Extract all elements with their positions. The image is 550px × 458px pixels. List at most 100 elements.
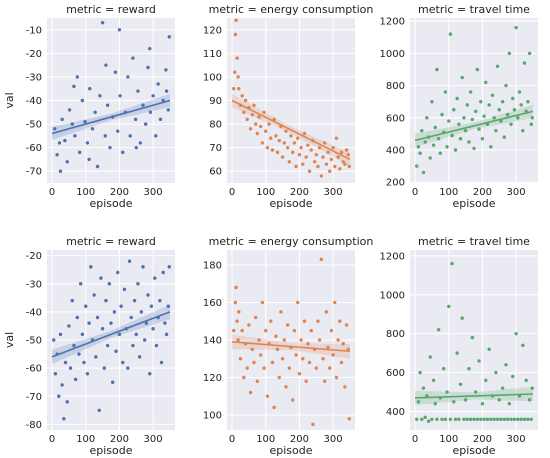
data-point [134, 332, 138, 337]
data-point [57, 394, 61, 398]
data-point [113, 70, 118, 74]
data-point [60, 383, 64, 387]
data-point [110, 380, 115, 384]
data-point [287, 160, 292, 164]
data-point [299, 338, 303, 342]
data-point [521, 343, 525, 348]
data-point [269, 136, 273, 140]
data-point [334, 375, 339, 380]
data-point [329, 157, 334, 162]
y-tick-label: 100 [203, 72, 222, 83]
y-tick-label: 1000 [380, 49, 405, 60]
x-tick-label: 200 [110, 434, 129, 445]
data-point [274, 134, 278, 138]
data-point [529, 417, 533, 421]
x-axis-label: episode [269, 444, 312, 457]
data-point [235, 319, 239, 323]
y-tick-label: -80 [26, 420, 42, 431]
data-point [116, 270, 120, 275]
data-point [85, 141, 90, 145]
data-point [336, 338, 340, 342]
data-point [77, 352, 81, 356]
data-point [95, 164, 100, 169]
data-point [339, 360, 344, 365]
y-tick-label: 120 [203, 373, 222, 384]
data-point [131, 56, 135, 60]
data-point [62, 417, 66, 421]
y-tick-label: -20 [26, 251, 42, 262]
x-tick-label: 300 [324, 187, 343, 198]
data-point [487, 347, 491, 351]
data-point [75, 315, 80, 320]
x-tick-label: 200 [290, 187, 309, 198]
data-point [301, 162, 305, 166]
data-point [475, 417, 480, 421]
facet-panel-4: 0 100 200 300 -80 -70 -60 -50 -40 -30 -20 metric = … [3, 235, 175, 457]
data-point [438, 151, 443, 155]
y-tick-label: 800 [386, 329, 405, 340]
panel-title: metric = travel time [418, 235, 530, 248]
data-point [164, 332, 169, 337]
x-tick-label: 300 [507, 434, 526, 445]
data-point [274, 334, 278, 338]
data-point [462, 116, 466, 120]
x-tick-label: 300 [507, 187, 526, 198]
data-point [148, 46, 152, 51]
data-point [477, 359, 481, 363]
data-point [116, 129, 120, 133]
data-point [452, 400, 456, 404]
data-point [82, 360, 86, 365]
data-point [436, 137, 441, 141]
data-point [304, 379, 308, 383]
data-point [307, 360, 312, 365]
data-point [341, 160, 345, 164]
data-point [131, 343, 135, 348]
data-point [99, 276, 103, 280]
data-point [504, 363, 508, 367]
data-point [63, 360, 68, 365]
data-point [137, 355, 142, 359]
data-point [524, 378, 528, 383]
data-point [90, 127, 95, 131]
data-point [260, 300, 265, 305]
data-point [423, 415, 427, 420]
data-point [100, 21, 105, 25]
y-tick-label: 160 [203, 298, 222, 309]
data-point [336, 155, 340, 159]
data-point [490, 93, 495, 97]
data-point [428, 355, 432, 359]
data-point [267, 122, 271, 126]
data-point [321, 357, 325, 361]
data-point [331, 353, 335, 357]
data-point [65, 400, 69, 404]
data-point [139, 310, 144, 314]
data-point [485, 417, 490, 421]
data-point [129, 315, 133, 320]
data-point [65, 160, 69, 164]
data-point [58, 332, 63, 337]
data-point [232, 87, 236, 91]
data-point [102, 366, 106, 370]
data-point [119, 304, 123, 308]
data-point [416, 145, 421, 149]
data-point [299, 145, 303, 150]
data-point [80, 98, 85, 103]
data-point [458, 137, 463, 141]
data-point [507, 402, 512, 406]
data-point [285, 145, 290, 150]
data-point [324, 310, 329, 314]
regression-line [415, 393, 533, 399]
data-point [294, 353, 298, 357]
data-point [492, 417, 496, 421]
data-point [248, 390, 253, 395]
data-point [472, 146, 476, 151]
data-point [347, 417, 351, 421]
y-tick-label: -60 [26, 364, 42, 375]
data-point [455, 351, 459, 355]
data-point [522, 61, 527, 65]
data-point [497, 108, 501, 112]
data-point [58, 169, 63, 173]
data-point [495, 417, 500, 421]
data-point [57, 141, 62, 145]
data-point [494, 370, 498, 375]
